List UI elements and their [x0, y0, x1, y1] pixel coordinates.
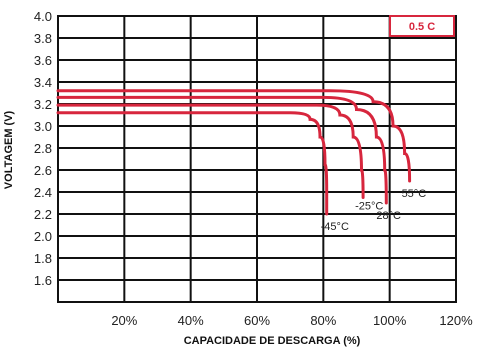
curves — [56, 89, 412, 216]
y-tick-label: 3.6 — [34, 53, 52, 68]
series-line — [56, 95, 388, 205]
y-tick-label: 2.8 — [34, 141, 52, 156]
y-tick-label: 3.4 — [34, 75, 52, 90]
series-line — [56, 111, 329, 216]
grid — [57, 15, 457, 303]
series-label: -45°C — [321, 221, 349, 233]
y-axis-title: VOLTAGEM (V) — [3, 110, 15, 189]
x-tick-label: 120% — [439, 313, 473, 328]
x-tick-label: 100% — [373, 313, 407, 328]
rate-badge-text: 0.5 C — [409, 21, 435, 33]
series-line — [56, 103, 365, 199]
y-tick-label: 2.4 — [34, 185, 52, 200]
x-tick-label: 80% — [310, 313, 336, 328]
curve-labels: -45°C -25°C28°C55°C — [321, 188, 427, 233]
x-tick-label: 60% — [244, 313, 270, 328]
x-tick-label: 40% — [178, 313, 204, 328]
y-tick-label: 1.6 — [34, 273, 52, 288]
y-tick-label: 3.0 — [34, 119, 52, 134]
x-axis-title: CAPACIDADE DE DESCARGA (%) — [184, 335, 361, 347]
y-tick-label: 4.0 — [34, 9, 52, 24]
y-tick-label: 1.8 — [34, 251, 52, 266]
y-tick-label: 2.2 — [34, 207, 52, 222]
y-tick-label: 2.6 — [34, 163, 52, 178]
series-label: 55°C — [402, 188, 427, 200]
series-line — [56, 89, 412, 183]
y-tick-label: 2.0 — [34, 229, 52, 244]
y-tick-label: 3.2 — [34, 97, 52, 112]
series-label: -25°C — [355, 201, 383, 213]
tick-labels: 4.0 3.8 3.6 3.4 3.2 3.0 2.8 2.6 2.4 2.2 2.0 1.8 1.6 2… — [34, 9, 473, 328]
x-tick-label: 20% — [111, 313, 137, 328]
rate-badge: 0.5 C — [389, 15, 455, 37]
y-tick-label: 3.8 — [34, 31, 52, 46]
series-label: 28°C — [376, 210, 401, 222]
